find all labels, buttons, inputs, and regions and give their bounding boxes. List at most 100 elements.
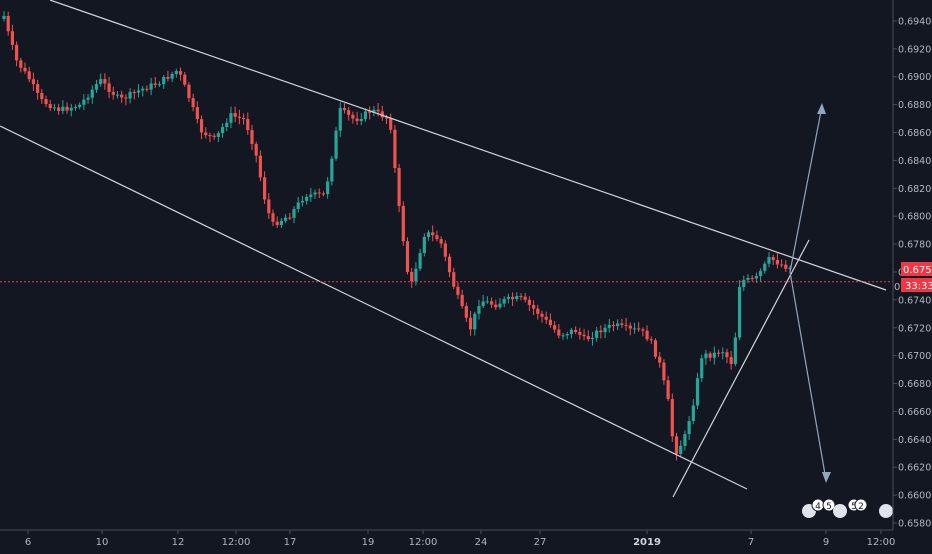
candle — [779, 264, 784, 266]
x-tick-label: 10 — [96, 537, 109, 548]
current-price-label: 0.67530 33:33 0 — [894, 262, 932, 293]
candle — [27, 71, 31, 80]
candle — [36, 84, 40, 93]
candle — [120, 94, 124, 98]
candle — [414, 268, 418, 282]
candle — [187, 84, 191, 99]
channel-lower-trendline[interactable] — [0, 125, 748, 490]
candle — [107, 83, 111, 92]
candle — [65, 106, 69, 111]
candle — [368, 111, 372, 113]
candle — [590, 337, 595, 340]
candle — [405, 241, 410, 272]
candle — [292, 208, 296, 218]
candle — [599, 330, 603, 333]
event-badge-count: 4 — [815, 502, 821, 512]
candle — [363, 111, 368, 119]
candle — [225, 122, 229, 128]
candle — [313, 192, 317, 195]
candle — [447, 256, 452, 273]
event-badge-count: 5 — [826, 502, 832, 512]
candle — [544, 316, 548, 320]
candle — [565, 334, 569, 336]
candle — [624, 324, 628, 326]
candle — [78, 104, 82, 108]
candle — [170, 73, 174, 79]
candle — [305, 196, 309, 201]
candle — [410, 271, 414, 282]
candle — [279, 220, 284, 226]
candle — [195, 107, 199, 120]
candle — [758, 270, 763, 276]
candle — [372, 109, 376, 113]
countdown-badge — [901, 278, 932, 292]
candle — [536, 308, 540, 314]
candle — [317, 192, 321, 194]
candle — [334, 130, 338, 159]
candle — [632, 328, 637, 330]
support-trendline[interactable] — [672, 239, 810, 498]
candle — [523, 296, 527, 300]
candle — [422, 236, 426, 254]
time-axis[interactable]: 6 10 12 12:00 17 19 12:00 24 27 2019 7 9 12:00 — [25, 530, 896, 548]
candle — [468, 317, 473, 330]
candle — [662, 362, 666, 381]
candle — [771, 257, 775, 260]
candle — [6, 15, 10, 32]
candle — [229, 113, 233, 123]
candle — [288, 217, 292, 219]
candle — [145, 88, 149, 90]
candle — [586, 336, 590, 340]
x-tick-label: 12:00 — [409, 537, 438, 548]
candle — [775, 259, 779, 265]
countdown-value: 33:33 — [905, 281, 932, 292]
candle — [653, 340, 658, 357]
x-tick-label: 9 — [823, 537, 829, 548]
x-tick-label: 2019 — [633, 537, 661, 548]
candle — [754, 275, 758, 279]
candle — [166, 77, 170, 79]
candle — [162, 77, 166, 85]
x-tick-label: 19 — [362, 537, 375, 548]
x-tick-label: 12:00 — [222, 537, 251, 548]
candle — [220, 127, 225, 134]
candle — [183, 74, 187, 85]
candle — [426, 232, 431, 237]
candle — [628, 325, 632, 329]
candle — [649, 339, 653, 341]
candle — [616, 323, 620, 327]
candle — [561, 335, 565, 337]
projection-down-arrow-line[interactable] — [789, 271, 827, 481]
channel-upper-trendline[interactable] — [49, 0, 887, 291]
candle — [246, 119, 250, 131]
candle — [94, 84, 99, 90]
candle — [389, 118, 393, 130]
candle — [737, 287, 742, 338]
drawings-layer[interactable] — [0, 0, 887, 498]
candle — [620, 323, 624, 325]
candle — [40, 92, 44, 100]
candle — [300, 200, 305, 203]
candle — [23, 67, 27, 72]
candle — [44, 99, 48, 105]
candle — [540, 313, 544, 317]
candle — [733, 337, 737, 364]
event-badge-count: 2 — [858, 502, 864, 512]
candle — [674, 436, 679, 454]
candle — [683, 434, 687, 446]
candle — [99, 79, 103, 85]
candle — [527, 299, 532, 305]
candle — [376, 109, 380, 112]
candle — [57, 107, 61, 111]
projection-up-arrow-line[interactable] — [789, 105, 823, 273]
